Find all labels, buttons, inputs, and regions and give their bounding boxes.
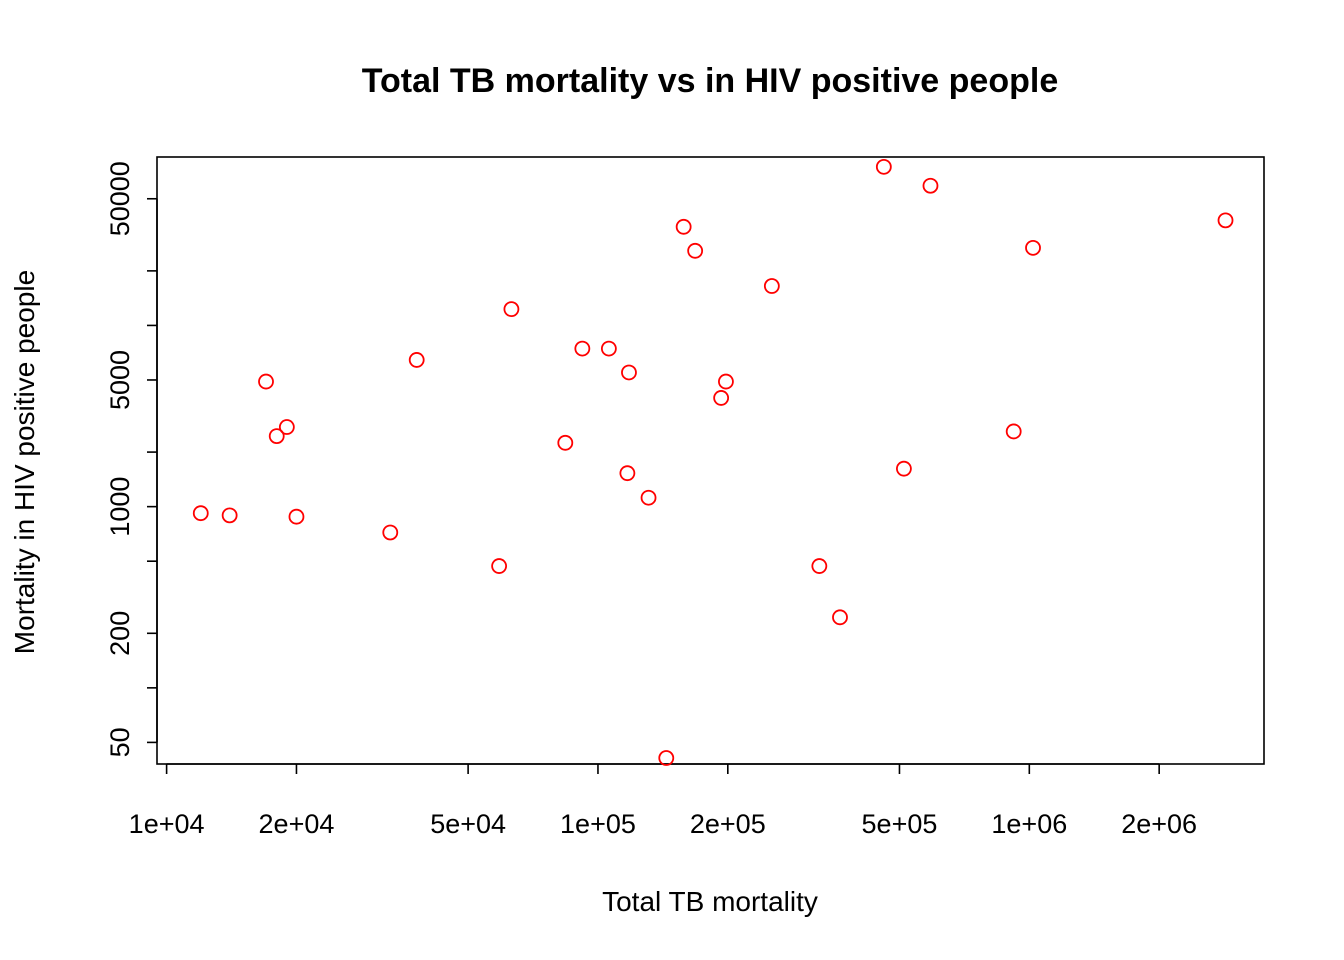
data-point	[288, 508, 305, 525]
data-point	[832, 609, 848, 626]
y-tick-label: 1000	[105, 477, 135, 537]
data-point	[713, 390, 730, 406]
x-axis-label: Total TB mortality	[602, 886, 818, 917]
data-point	[600, 340, 617, 357]
x-tick-label: 5e+04	[430, 809, 506, 839]
x-tick-label: 1e+04	[129, 809, 205, 839]
data-point	[658, 750, 675, 766]
data-point	[278, 419, 295, 435]
data-point	[503, 301, 520, 318]
data-point	[875, 158, 892, 175]
data-point	[192, 505, 209, 522]
y-axis: 50 200 1000 5000 50000	[105, 161, 158, 757]
data-point	[268, 428, 285, 445]
data-point	[491, 558, 508, 574]
data-point	[621, 364, 637, 381]
data-point	[922, 177, 939, 194]
data-point	[557, 434, 574, 451]
data-point	[1005, 423, 1022, 440]
data-point	[640, 489, 657, 506]
data-point	[811, 558, 828, 574]
x-axis: 1e+04 2e+04 5e+04 1e+05 2e+05 5e+05 1e+06 2e+06	[129, 763, 1197, 839]
data-point	[1217, 212, 1234, 229]
data-point	[258, 373, 274, 390]
data-point	[221, 507, 238, 524]
x-tick-label: 2e+06	[1121, 809, 1197, 839]
plot-frame	[156, 156, 1265, 765]
y-tick-label: 5000	[105, 350, 135, 410]
data-points	[192, 158, 1234, 766]
x-tick-label: 2e+04	[259, 809, 335, 839]
x-tick-label: 1e+06	[991, 809, 1067, 839]
x-tick-label: 1e+05	[560, 809, 636, 839]
data-point	[675, 218, 692, 235]
x-tick-label: 2e+05	[690, 809, 766, 839]
data-point	[382, 524, 399, 541]
data-point	[1025, 239, 1041, 256]
data-point	[718, 373, 734, 390]
y-tick-label: 200	[105, 611, 135, 656]
chart-title: Total TB mortality vs in HIV positive pe…	[362, 62, 1059, 100]
y-axis-label: Mortality in HIV positive people	[9, 270, 40, 654]
y-tick-label: 50	[105, 727, 135, 757]
data-point	[687, 242, 704, 259]
data-point	[896, 460, 912, 477]
data-point	[574, 340, 591, 357]
data-point	[763, 278, 780, 294]
y-tick-label: 50000	[105, 161, 135, 236]
data-point	[619, 465, 636, 482]
x-tick-label: 5e+05	[862, 809, 938, 839]
data-point	[408, 352, 425, 368]
